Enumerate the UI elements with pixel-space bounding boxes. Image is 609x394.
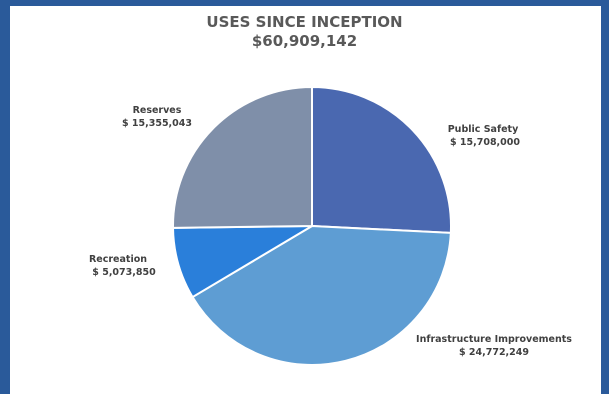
slice-reserves — [172, 85, 313, 229]
value-infrastructure: $ 24,772,249 — [459, 347, 529, 358]
slice-infrastructure — [191, 224, 452, 366]
label-reserves: Reserves — [133, 105, 182, 116]
pie-slices — [171, 85, 452, 366]
label-public-safety: Public Safety — [448, 124, 519, 135]
value-reserves: $ 15,355,043 — [122, 118, 192, 129]
chart-title-block: USES SINCE INCEPTION $60,909,142 — [0, 13, 609, 51]
slice-public-safety — [311, 85, 452, 234]
pie-labels: Public Safety $ 15,708,000 Infrastructur… — [89, 105, 572, 358]
chart-title: USES SINCE INCEPTION — [206, 13, 403, 31]
chart-subtitle: $60,909,142 — [251, 32, 358, 50]
label-infrastructure: Infrastructure Improvements — [416, 334, 572, 345]
label-recreation: Recreation — [89, 254, 147, 265]
value-recreation: $ 5,073,850 — [92, 267, 156, 278]
value-public-safety: $ 15,708,000 — [450, 137, 520, 148]
